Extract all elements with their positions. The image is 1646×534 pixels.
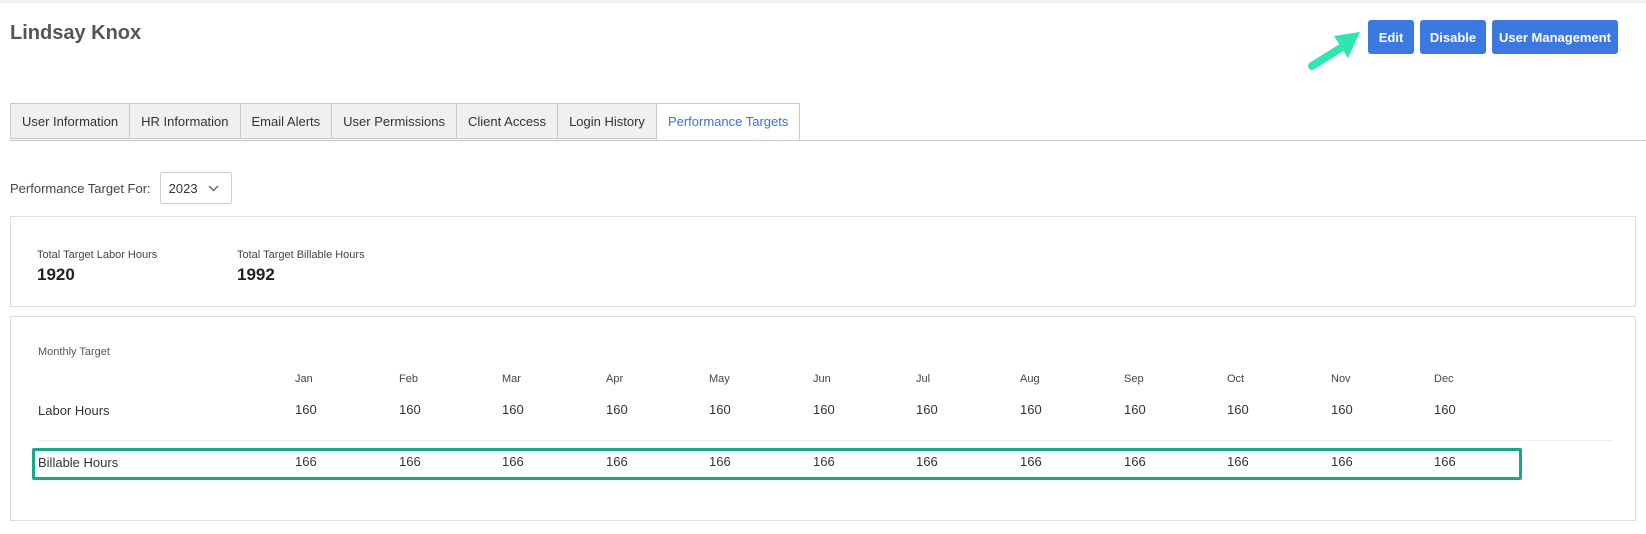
tab-user-permissions[interactable]: User Permissions xyxy=(331,103,457,139)
labor-hours-cell: 160 xyxy=(813,402,835,417)
user-management-button[interactable]: User Management xyxy=(1492,20,1618,54)
labor-hours-cell: 160 xyxy=(295,402,317,417)
tab-login-history[interactable]: Login History xyxy=(557,103,656,139)
total-labor-label: Total Target Labor Hours xyxy=(37,249,158,261)
labor-hours-cell: 160 xyxy=(606,402,628,417)
month-header: Feb xyxy=(399,373,418,385)
total-labor-value: 1920 xyxy=(37,265,75,284)
page-title: Lindsay Knox xyxy=(10,22,142,44)
billable-hours-cell: 166 xyxy=(1227,454,1249,469)
labor-hours-cell: 160 xyxy=(399,402,421,417)
billable-hours-cell: 166 xyxy=(1331,454,1353,469)
month-header: Jun xyxy=(813,373,831,385)
month-header: Nov xyxy=(1331,373,1351,385)
year-select[interactable]: 2023 xyxy=(159,172,232,204)
labor-hours-cell: 160 xyxy=(1020,402,1042,417)
total-billable-value: 1992 xyxy=(237,265,275,284)
total-billable-label: Total Target Billable Hours xyxy=(237,249,365,261)
performance-target-filter: Performance Target For: 2023 xyxy=(10,172,232,204)
annotation-arrow-icon xyxy=(1308,32,1360,70)
billable-hours-cell: 166 xyxy=(1020,454,1042,469)
labor-hours-cell: 160 xyxy=(1331,402,1353,417)
billable-hours-highlight xyxy=(32,448,1522,480)
billable-hours-cell: 166 xyxy=(399,454,421,469)
labor-hours-cell: 160 xyxy=(916,402,938,417)
billable-hours-cell: 166 xyxy=(295,454,317,469)
disable-button[interactable]: Disable xyxy=(1420,20,1486,54)
month-header: Apr xyxy=(606,373,624,385)
month-header: Mar xyxy=(502,373,521,385)
billable-hours-cell: 166 xyxy=(1434,454,1456,469)
month-header: Dec xyxy=(1434,373,1454,385)
tab-client-access[interactable]: Client Access xyxy=(456,103,558,139)
total-labor-stat: Total Target Labor Hours 1920 xyxy=(37,249,157,285)
month-header: Oct xyxy=(1227,373,1245,385)
labor-hours-cell: 160 xyxy=(709,402,731,417)
billable-hours-cell: 166 xyxy=(709,454,731,469)
month-header: Jul xyxy=(916,373,931,385)
labor-hours-cell: 160 xyxy=(1227,402,1249,417)
year-value: 2023 xyxy=(168,180,198,196)
tab-email-alerts[interactable]: Email Alerts xyxy=(239,103,332,139)
labor-hours-cell: 160 xyxy=(502,402,524,417)
month-header: May xyxy=(709,373,730,385)
month-header: Aug xyxy=(1020,373,1040,385)
billable-hours-label: Billable Hours xyxy=(38,455,119,470)
monthly-target-panel: Monthly Target Jan Feb Mar Apr May Jun J… xyxy=(10,316,1636,521)
totals-panel: Total Target Labor Hours 1920 Total Targ… xyxy=(10,216,1636,307)
tab-hr-information[interactable]: HR Information xyxy=(129,103,240,139)
month-header: Sep xyxy=(1124,373,1144,385)
filter-label: Performance Target For: xyxy=(10,180,151,196)
tab-user-information[interactable]: User Information xyxy=(10,103,130,139)
header-actions: Edit Disable User Management xyxy=(1368,20,1618,54)
labor-hours-cell: 160 xyxy=(1124,402,1146,417)
chevron-down-icon xyxy=(208,185,219,191)
row-divider xyxy=(38,440,1612,441)
billable-hours-cell: 166 xyxy=(813,454,835,469)
billable-hours-cell: 166 xyxy=(1124,454,1146,469)
labor-hours-label: Labor Hours xyxy=(38,403,110,418)
edit-button[interactable]: Edit xyxy=(1368,20,1414,54)
month-header: Jan xyxy=(295,373,313,385)
labor-hours-cell: 160 xyxy=(1434,402,1456,417)
total-billable-stat: Total Target Billable Hours 1992 xyxy=(237,249,365,285)
billable-hours-cell: 166 xyxy=(916,454,938,469)
top-strip xyxy=(0,0,1646,3)
billable-hours-cell: 166 xyxy=(606,454,628,469)
tab-performance-targets[interactable]: Performance Targets xyxy=(655,103,801,140)
tab-bar: User Information HR Information Email Al… xyxy=(10,103,1646,141)
monthly-target-label: Monthly Target xyxy=(38,346,110,358)
billable-hours-cell: 166 xyxy=(502,454,524,469)
